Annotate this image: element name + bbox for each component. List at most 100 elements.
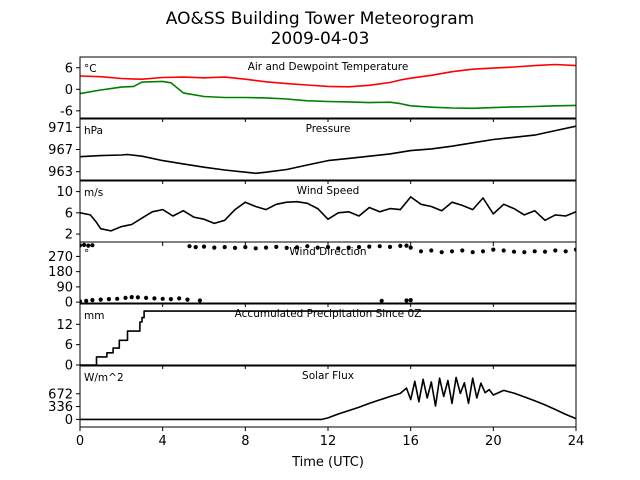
figure-title: AO&SS Building Tower Meteorogram (166, 9, 474, 29)
data-point (408, 298, 413, 303)
y-tick-label: 0 (65, 83, 73, 98)
data-point (284, 245, 289, 250)
y-tick-label: 0 (65, 359, 73, 374)
x-axis-label: Time (UTC) (291, 455, 364, 470)
data-point (387, 244, 393, 249)
panel-title: Wind Direction (289, 246, 366, 258)
data-point (80, 243, 83, 248)
data-point (398, 243, 403, 248)
data-point (212, 245, 217, 250)
data-point (346, 245, 351, 250)
y-tick-label: 2 (65, 228, 73, 243)
data-point (294, 245, 300, 250)
y-tick-label: 971 (48, 121, 73, 136)
data-point (439, 250, 444, 255)
data-point (243, 245, 248, 250)
series-wind_dir_north (80, 242, 576, 255)
x-tick-label: 16 (402, 434, 419, 449)
data-point (501, 248, 506, 253)
y-tick-label: 270 (48, 250, 73, 265)
panel-unit-label: mm (84, 310, 104, 322)
panel-unit-label: hPa (84, 125, 103, 137)
series-line-pressure (80, 125, 576, 175)
data-point (135, 295, 140, 300)
data-point (449, 249, 455, 254)
data-point (80, 299, 83, 303)
data-point (115, 296, 120, 301)
data-point (356, 245, 362, 250)
data-point (222, 245, 227, 250)
data-point (98, 297, 103, 302)
y-tick-label: -6 (60, 104, 73, 119)
series-wind_dir_south (80, 295, 413, 303)
data-point (90, 298, 95, 303)
data-point (542, 249, 548, 254)
panel-title: Accumulated Precipitation Since 0Z (235, 308, 422, 320)
x-tick-label: 0 (76, 434, 84, 449)
data-point (187, 244, 192, 249)
data-point (377, 244, 382, 249)
data-point (84, 298, 89, 303)
data-point (168, 297, 173, 302)
x-tick-label: 20 (485, 434, 502, 449)
panel-0: 6 0 -6 °C Air and Dewpoint Temperature (60, 56, 577, 122)
x-tick-label: 12 (320, 434, 337, 449)
x-tick-label: 4 (159, 434, 167, 449)
data-point (123, 295, 128, 300)
panels: 6 0 -6 °C Air and Dewpoint Temperature 971 967… (48, 56, 584, 449)
panel-unit-label: ° (84, 248, 89, 260)
y-tick-label: 6 (65, 206, 73, 221)
data-point (480, 249, 486, 254)
data-point (470, 250, 475, 255)
y-tick-label: 6 (65, 61, 73, 76)
data-point (90, 243, 95, 248)
data-point (305, 244, 310, 249)
y-tick-label: 6 (65, 338, 73, 353)
data-point (429, 248, 434, 253)
panel-1: 971 967 963 hPa Pressure (48, 118, 577, 184)
data-point (315, 245, 320, 250)
panel-title: Pressure (306, 123, 351, 135)
data-point (491, 247, 496, 252)
data-point (82, 242, 87, 247)
data-point (325, 245, 331, 250)
data-point (160, 296, 165, 301)
panel-4: 12 6 0 mm Accumulated Precipitation Since 0Z (56, 303, 577, 374)
data-point (106, 297, 111, 302)
y-tick-label: 90 (56, 280, 73, 295)
data-point (573, 247, 576, 252)
panel-title: Wind Speed (297, 185, 360, 197)
data-point (144, 295, 149, 300)
data-point (253, 246, 258, 251)
series-line-dewpoint (80, 80, 576, 110)
x-tick-label: 8 (241, 434, 249, 449)
data-point (418, 249, 424, 254)
data-point (129, 295, 134, 300)
panel-title: Air and Dewpoint Temperature (248, 61, 409, 73)
data-point (367, 244, 372, 249)
data-point (232, 245, 238, 250)
panel-unit-label: m/s (84, 187, 103, 199)
data-point (274, 244, 279, 249)
data-point (553, 248, 558, 253)
y-tick-label: 12 (56, 318, 73, 333)
data-point (532, 249, 537, 254)
y-tick-label: 10 (56, 185, 73, 200)
data-point (263, 245, 269, 250)
data-point (404, 298, 409, 303)
data-point (379, 298, 384, 303)
data-point (86, 243, 91, 248)
panel-unit-label: W/m^2 (84, 372, 124, 384)
y-tick-label: 180 (48, 265, 73, 280)
data-point (193, 245, 198, 250)
series-line-solar (80, 376, 576, 421)
panel-title: Solar Flux (302, 370, 354, 382)
data-point (563, 249, 568, 254)
y-tick-label: 967 (48, 143, 73, 158)
data-point (336, 246, 341, 251)
y-tick-label: 0 (65, 296, 73, 311)
series-line-wind_speed (80, 196, 576, 232)
figure-subtitle: 2009-04-03 (271, 29, 370, 49)
